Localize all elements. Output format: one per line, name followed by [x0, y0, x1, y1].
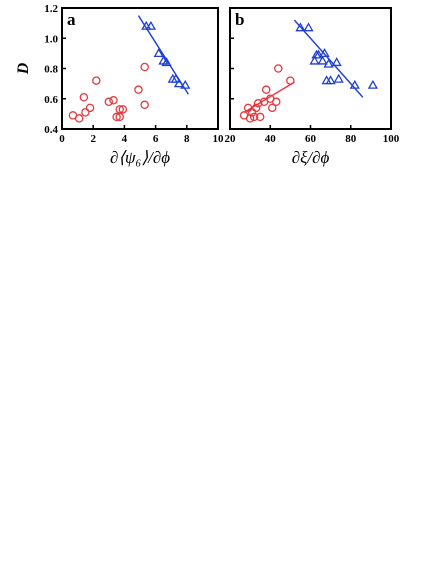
chart-b-point-circle: [255, 112, 265, 122]
chart-b-point-triangle: [317, 55, 328, 65]
chart-a-point-circle: [104, 97, 114, 107]
chart-b-point-circle: [249, 112, 259, 122]
chart-b-point-circle: [272, 97, 281, 107]
chart-b-point-circle: [251, 103, 261, 113]
chart-b-point-triangle: [309, 55, 320, 65]
chart-a-y-tick-label: 1.2: [44, 3, 58, 15]
chart-a-point-circle: [81, 108, 90, 117]
chart-b-x-tick-label: 40: [265, 133, 277, 145]
chart-b-x-tick-label: 20: [225, 133, 237, 145]
chart-a-point-triangle: [145, 20, 157, 30]
chart-a-point-circle: [112, 112, 121, 122]
chart-a-point-triangle: [180, 79, 191, 89]
chart-a-y-tick-label: 1.0: [44, 33, 58, 45]
chart-b-x-tick-label: 100: [383, 133, 400, 145]
chart-b-panel-label: b: [235, 10, 244, 29]
chart-b-point-circle: [261, 85, 271, 94]
chart-a-point-circle: [134, 85, 143, 94]
chart-b-point-triangle: [295, 22, 306, 32]
chart-b-point-triangle: [349, 79, 360, 89]
chart-a-x-tick-label: 0: [59, 133, 65, 145]
chart-b-x-axis-label: ∂ξ/∂ϕ: [292, 148, 330, 167]
chart-b-point-triangle: [367, 79, 379, 89]
chart-b-point-triangle: [333, 73, 344, 83]
chart-b-point-circle: [268, 103, 277, 113]
chart-a-point-circle: [140, 62, 149, 72]
chart-a-point-triangle: [170, 73, 182, 83]
chart-a-point-circle: [109, 96, 118, 105]
chart-a-x-tick-label: 2: [90, 133, 96, 145]
chart-a-frame: [61, 7, 219, 130]
figure: 0 2 4 6 8 10 0.4 0.6 0.8 1.0 1.2 a ∂⟨ψ₆⟩/∂ϕ D 20 40 60 80…: [0, 0, 436, 180]
chart-a-point-triangle: [153, 48, 164, 58]
chart-a-x-tick-label: 4: [122, 133, 128, 145]
chart-a-x-tick-label: 10: [213, 133, 225, 145]
chart-a-point-circle: [79, 92, 89, 102]
chart-a-x-axis-label: ∂⟨ψ₆⟩/∂ϕ: [110, 148, 170, 167]
chart-b-point-triangle: [303, 22, 314, 32]
chart-svg: 0 2 4 6 8 10 0.4 0.6 0.8 1.0 1.2 a ∂⟨ψ₆⟩/∂ϕ D 20 40 60 80…: [15, 3, 400, 167]
chart-b-x-tick-label: 80: [345, 133, 357, 145]
chart-b-point-triangle: [323, 58, 334, 68]
chart-b-point-circle: [253, 99, 263, 108]
chart-b-point-triangle: [319, 48, 330, 58]
chart-a-y-tick-label: 0.4: [44, 124, 58, 136]
chart-a-point-circle: [140, 100, 149, 110]
chart-a-point-triangle: [161, 57, 172, 67]
chart-a-point-circle: [74, 114, 84, 123]
chart-a-x-tick-label: 6: [153, 133, 159, 145]
chart-a-point-triangle: [173, 78, 185, 88]
chart-a-y-tick-label: 0.8: [44, 64, 58, 76]
chart-b-point-triangle: [331, 57, 342, 67]
chart-b-point-triangle: [313, 49, 324, 59]
chart-b-point-circle: [274, 64, 283, 73]
chart-b-point-circle: [286, 76, 295, 85]
chart-b-x-tick-label: 60: [305, 133, 317, 145]
chart-a-point-circle: [85, 103, 95, 113]
chart-b-point-triangle: [325, 75, 336, 85]
chart-a-panel-label: a: [67, 10, 76, 29]
chart-a-x-tick-label: 8: [184, 133, 190, 145]
chart-a-y-axis-label: D: [15, 62, 32, 75]
chart-a-y-tick-label: 0.6: [44, 94, 58, 106]
chart-a-point-circle: [118, 105, 128, 114]
chart-a-point-circle: [115, 105, 124, 114]
chart-a-point-circle: [92, 76, 101, 85]
